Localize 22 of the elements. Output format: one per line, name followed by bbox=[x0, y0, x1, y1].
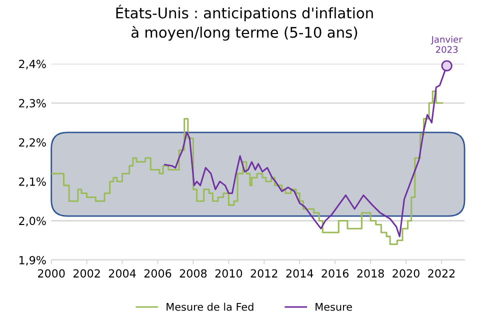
legend-label: Mesure de la Fed bbox=[166, 302, 254, 311]
y-tick-label: 2,3% bbox=[19, 99, 46, 109]
x-tick-label: 2018 bbox=[357, 269, 384, 278]
x-tick-label: 2002 bbox=[73, 269, 100, 278]
y-tick-label: 2,0% bbox=[19, 216, 46, 226]
y-tick-label: 2,1% bbox=[19, 177, 46, 188]
annotation: Janvier 2023 bbox=[430, 36, 462, 53]
x-tick-label: 2008 bbox=[180, 269, 207, 278]
x-tick-label: 2020 bbox=[392, 269, 420, 278]
legend-label: Mesure bbox=[316, 303, 352, 311]
x-tick-label: 2012 bbox=[250, 269, 278, 278]
x-tick-label: 2014 bbox=[286, 269, 314, 278]
y-tick-label: 1,9% bbox=[19, 256, 46, 266]
y-tick-label: 2,4% bbox=[19, 60, 46, 70]
x-tick-label: 2004 bbox=[108, 269, 136, 278]
x-tick-label: 2010 bbox=[215, 269, 242, 278]
x-tick-label: 2000 bbox=[38, 269, 65, 278]
y-tick-label: 2,2% bbox=[19, 138, 46, 148]
x-tick-label: 2022 bbox=[428, 269, 455, 278]
chart-title: États-Unis : anticipations d'inflation à moyen/long terme (5-10 ans) bbox=[116, 4, 373, 41]
x-tick-label: 2006 bbox=[144, 269, 172, 278]
x-tick-label: 2016 bbox=[322, 269, 349, 278]
